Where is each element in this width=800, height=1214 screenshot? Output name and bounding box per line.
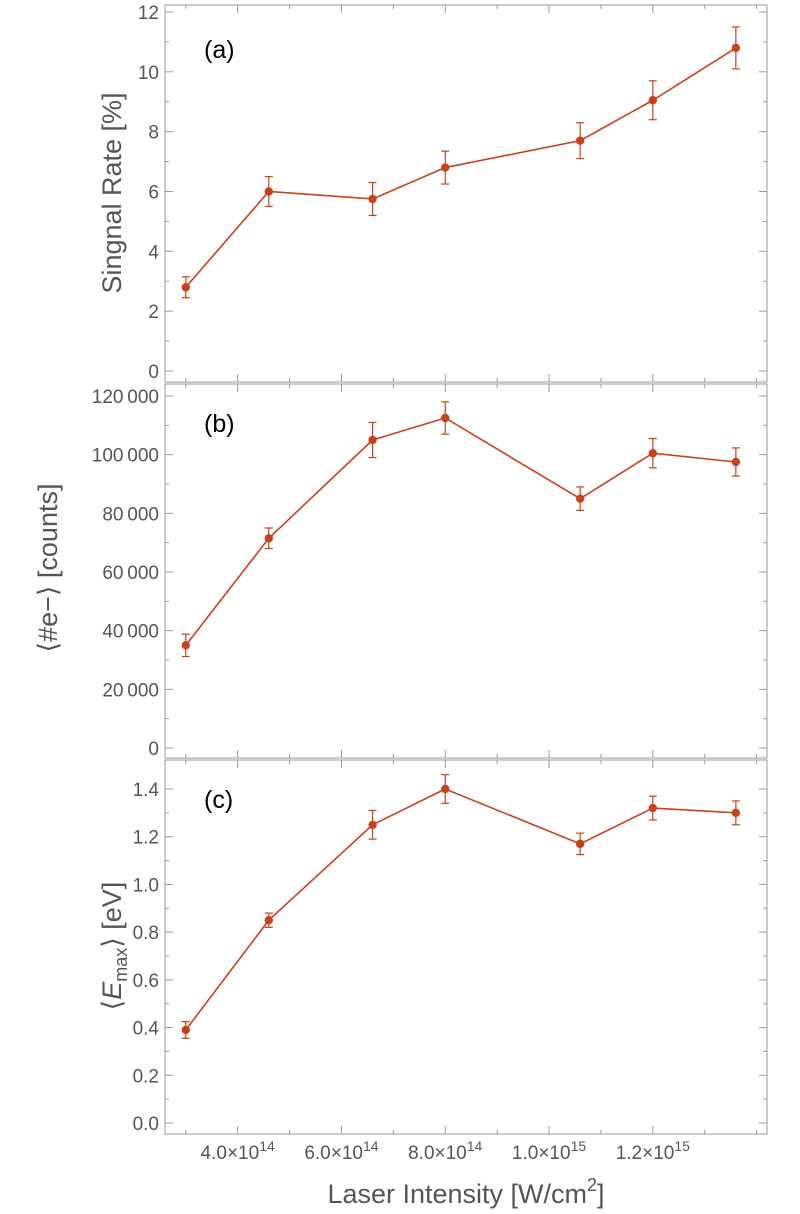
x-tick-label: 8.0×1014	[408, 1138, 482, 1164]
data-point	[575, 494, 585, 503]
y-tick-label: 120 000	[92, 387, 159, 408]
y-tick-label: 0	[148, 739, 159, 760]
y-tick-label: 1.2	[133, 828, 159, 849]
y-tick-label: 1.4	[133, 780, 160, 801]
data-point	[731, 808, 741, 818]
x-tick-label: 1.2×1015	[616, 1138, 690, 1164]
panel-c-letter: (c)	[204, 786, 233, 814]
data-point	[731, 457, 741, 467]
panel-a-series	[181, 26, 741, 299]
panel-c-series	[181, 774, 741, 1039]
x-tick-label: 6.0×1014	[304, 1138, 378, 1164]
x-tick-label: 1.0×1015	[512, 1138, 586, 1164]
y-tick-label: 40 000	[102, 622, 159, 643]
data-point	[264, 916, 273, 925]
panel-b-frame	[164, 383, 768, 759]
y-tick-label: 4	[148, 242, 159, 263]
panel-c-y-ticks: 0.0 0.2 0.4 0.6 0.8 1.0 1.2 1.4	[133, 780, 767, 1135]
data-point	[181, 283, 190, 292]
data-point	[648, 449, 658, 458]
y-tick-label: 100 000	[92, 446, 159, 467]
y-tick-label: 20 000	[102, 680, 159, 701]
panel-b-x-ticks	[185, 384, 758, 758]
y-tick-label: 0.4	[133, 1019, 160, 1040]
y-tick-label: 8	[148, 123, 159, 144]
y-tick-label: 12	[138, 3, 159, 24]
data-point	[575, 136, 585, 145]
x-tick-label: 4.0×1014	[201, 1138, 275, 1164]
panel-c: 0.0 0.2 0.4 0.6 0.8 1.0 1.2 1.4 (c) ⟨Emax⟩ [eV]	[97, 759, 768, 1135]
series-line	[185, 788, 736, 1031]
data-point	[264, 534, 273, 543]
data-point	[368, 820, 377, 829]
panel-b-letter: (b)	[204, 410, 235, 438]
data-point	[648, 803, 658, 813]
y-tick-label: 1.0	[133, 875, 159, 896]
panel-a-y-label: Singnal Rate [%]	[97, 92, 127, 293]
y-tick-label: 80 000	[102, 504, 159, 525]
y-tick-label: 6	[148, 183, 159, 204]
y-tick-label: 0.0	[133, 1114, 159, 1135]
panel-c-y-label: ⟨Emax⟩ [eV]	[97, 882, 131, 1011]
data-point	[441, 163, 450, 172]
panel-c-x-ticks	[185, 760, 758, 1134]
panel-a-y-ticks: 0 2 4 6 8 10 12	[138, 3, 767, 383]
y-tick-label: 0	[148, 362, 159, 383]
data-point	[441, 784, 450, 794]
data-point	[181, 641, 190, 650]
data-point	[181, 1025, 190, 1035]
panel-a: 0 2 4 6 8 10 12 (a) Singnal Rate [%]	[97, 3, 768, 383]
y-tick-label: 10	[138, 63, 159, 84]
panel-a-frame	[164, 4, 768, 383]
y-tick-label: 60 000	[102, 563, 159, 584]
data-point	[368, 194, 377, 204]
panel-a-x-ticks	[185, 5, 758, 382]
y-tick-label: 0.2	[133, 1066, 159, 1087]
panel-b-y-label: ⟨#e−⟩ [counts]	[33, 484, 63, 653]
panel-c-frame	[164, 759, 768, 1135]
data-point	[731, 43, 741, 53]
data-point	[264, 187, 273, 196]
panel-b-y-ticks: 0 20 000 40 000 60 000 80 000 100 000 120 000	[92, 387, 767, 760]
data-point	[368, 435, 377, 445]
data-point	[441, 413, 450, 423]
y-tick-label: 2	[148, 302, 159, 323]
x-axis-label: Laser Intensity [W/cm2]	[327, 1175, 604, 1209]
panel-a-letter: (a)	[204, 36, 235, 64]
x-tick-labels: 4.0×1014 6.0×1014 8.0×1014 1.0×1015 1.2×1015	[201, 1138, 691, 1164]
panel-b-series	[181, 401, 741, 658]
data-point	[575, 839, 585, 849]
y-tick-label: 0.6	[133, 971, 159, 992]
data-point	[648, 96, 658, 105]
y-tick-label: 0.8	[133, 923, 159, 944]
